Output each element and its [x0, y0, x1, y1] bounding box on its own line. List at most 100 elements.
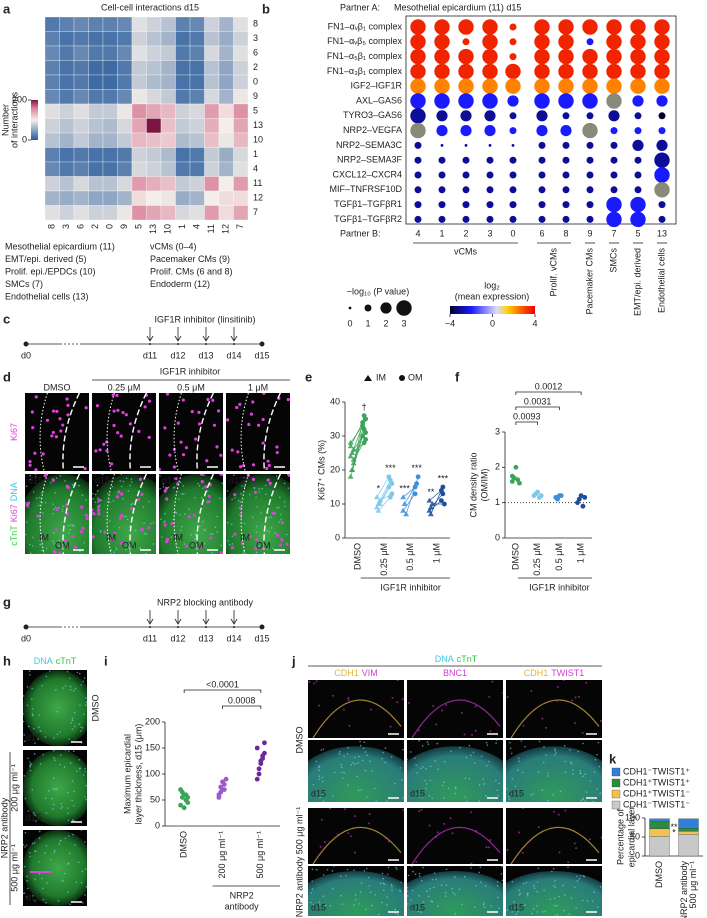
nucleus — [71, 483, 74, 486]
nucleus — [318, 778, 321, 780]
heatmap-cell — [189, 16, 205, 32]
nucleus — [214, 526, 217, 529]
nucleus — [278, 521, 280, 523]
heatmap-cell — [218, 103, 234, 119]
point — [256, 771, 262, 777]
stain-dot — [567, 861, 570, 864]
y-tick-label: 2 — [495, 462, 500, 472]
heatmap-cell — [44, 132, 60, 148]
column-label: 6 — [539, 228, 544, 238]
nucleus — [81, 494, 84, 496]
heatmap-cell — [218, 190, 234, 206]
heatmap-cell — [146, 147, 162, 163]
nucleus — [164, 520, 166, 522]
timeline-dot — [233, 626, 235, 628]
nucleus — [554, 915, 556, 916]
point — [509, 479, 515, 484]
nucleus — [83, 542, 86, 544]
nucleus — [360, 882, 363, 884]
nucleus — [270, 527, 273, 529]
panel-label: i — [104, 653, 108, 668]
stain-label: DNA — [435, 654, 454, 664]
nucleus — [422, 901, 425, 903]
dot — [438, 215, 446, 223]
nucleus — [470, 867, 472, 869]
stain-dot — [522, 808, 525, 810]
heatmap-cell — [233, 74, 249, 90]
ki67-cell — [233, 493, 237, 497]
column-label: 5 — [635, 228, 640, 238]
nucleus — [28, 725, 30, 728]
nucleus — [52, 788, 55, 790]
nucleus — [71, 719, 74, 722]
ki67-cell — [102, 442, 106, 446]
heatmap-cell — [233, 147, 249, 163]
nucleus — [167, 486, 170, 489]
heatmap-cell — [218, 89, 234, 105]
heatmap-cell — [88, 45, 104, 61]
nucleus — [142, 506, 145, 508]
stain-header: DNA cTnT — [435, 654, 478, 664]
stain-dot — [463, 733, 466, 736]
nucleus — [427, 743, 430, 746]
point-im — [400, 494, 407, 500]
stamp: d15 — [95, 475, 110, 485]
ki67-cell — [280, 521, 284, 525]
nucleus — [418, 872, 421, 875]
point-im — [427, 511, 434, 517]
legend-item: Endoderm (12) — [150, 279, 210, 289]
nucleus — [51, 797, 53, 800]
stain-dot — [353, 851, 356, 854]
nucleus — [42, 512, 44, 514]
nucleus — [230, 523, 233, 526]
dot — [434, 78, 450, 94]
group-label: NRP2 antibody — [0, 797, 9, 858]
tissue — [407, 871, 503, 916]
nucleus — [84, 841, 86, 843]
dot — [462, 156, 470, 164]
row-label: 10 — [253, 135, 263, 145]
point-im — [376, 497, 383, 503]
nucleus — [99, 529, 102, 532]
point — [223, 776, 229, 782]
nucleus — [399, 889, 401, 891]
heatmap-cell — [233, 89, 249, 105]
group-label: Prolif. vCMs — [548, 248, 558, 297]
heatmap-cell — [218, 161, 234, 177]
region-label: IM — [39, 532, 49, 542]
stain-dot — [471, 733, 474, 736]
micrograph — [407, 740, 503, 802]
nucleus — [354, 756, 356, 759]
nucleus — [60, 803, 62, 805]
nucleus — [74, 711, 76, 714]
dot — [606, 93, 622, 109]
dot — [630, 63, 646, 80]
heatmap-cell — [160, 60, 176, 76]
nucleus — [370, 904, 373, 907]
heatmap-cell — [44, 74, 60, 90]
heatmap-cell — [88, 190, 104, 206]
heatmap-cell — [175, 176, 191, 192]
nucleus — [370, 770, 373, 772]
ki67-cell — [200, 480, 204, 484]
nucleus — [70, 722, 73, 724]
stain-dot — [347, 697, 350, 700]
partner-name: Mesothelial epicardium (11) d15 — [394, 2, 521, 12]
nucleus — [551, 870, 553, 873]
nucleus — [545, 754, 548, 756]
nucleus — [59, 754, 62, 756]
nucleus — [64, 684, 67, 687]
heatmap-cell — [73, 45, 89, 61]
ki67-cell — [209, 536, 213, 540]
heatmap-cell — [117, 118, 133, 134]
nucleus — [400, 881, 403, 884]
bar-segment — [649, 828, 670, 837]
nucleus — [203, 474, 205, 476]
ki67-cell — [249, 412, 254, 416]
dot — [486, 186, 494, 194]
stain-dot — [320, 818, 323, 821]
ki67-cell — [34, 395, 38, 399]
dot — [658, 201, 666, 209]
legend-label: CDH1⁺TWIST1⁺ — [623, 777, 690, 787]
legend-label: IM — [376, 372, 386, 382]
